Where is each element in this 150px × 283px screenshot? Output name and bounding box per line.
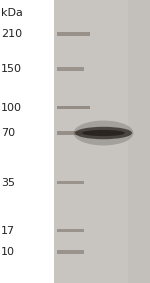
FancyBboxPatch shape	[57, 67, 84, 71]
FancyBboxPatch shape	[0, 0, 54, 283]
FancyBboxPatch shape	[57, 181, 84, 185]
Ellipse shape	[82, 130, 125, 136]
FancyBboxPatch shape	[57, 131, 87, 135]
Text: 150: 150	[1, 64, 22, 74]
Ellipse shape	[74, 121, 134, 145]
Text: 100: 100	[1, 102, 22, 113]
Text: 70: 70	[1, 128, 15, 138]
Text: 17: 17	[1, 226, 15, 236]
FancyBboxPatch shape	[128, 0, 150, 283]
Text: 210: 210	[1, 29, 22, 39]
FancyBboxPatch shape	[57, 32, 90, 36]
FancyBboxPatch shape	[57, 250, 84, 254]
Ellipse shape	[75, 127, 132, 139]
Text: kDa: kDa	[1, 8, 23, 18]
FancyBboxPatch shape	[57, 229, 84, 233]
Text: 10: 10	[1, 247, 15, 257]
FancyBboxPatch shape	[54, 0, 150, 283]
FancyBboxPatch shape	[57, 106, 90, 109]
Text: 35: 35	[1, 177, 15, 188]
